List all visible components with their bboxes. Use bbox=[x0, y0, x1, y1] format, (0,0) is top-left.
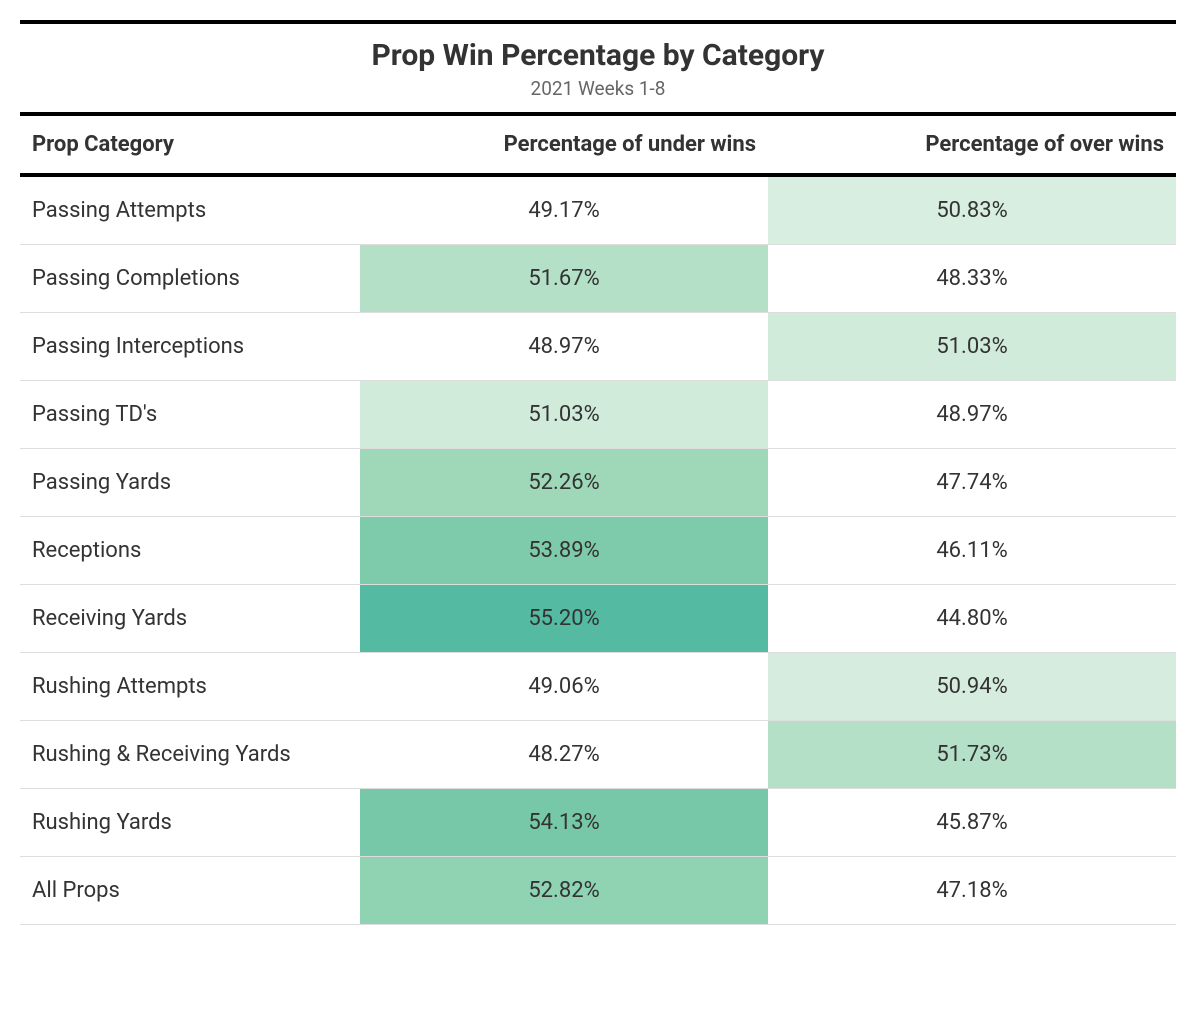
cell-category: Rushing Attempts bbox=[20, 653, 360, 720]
table-row: Passing Completions51.67%48.33% bbox=[20, 245, 1176, 313]
cell-category: Passing Interceptions bbox=[20, 313, 360, 380]
cell-over: 47.74% bbox=[768, 449, 1176, 516]
cell-under: 54.13% bbox=[360, 789, 768, 856]
table-row: Rushing & Receiving Yards48.27%51.73% bbox=[20, 721, 1176, 789]
cell-category: Rushing Yards bbox=[20, 789, 360, 856]
table-subtitle: 2021 Weeks 1-8 bbox=[20, 77, 1176, 100]
cell-category: Passing Attempts bbox=[20, 177, 360, 244]
table-row: Receiving Yards55.20%44.80% bbox=[20, 585, 1176, 653]
cell-category: Passing Completions bbox=[20, 245, 360, 312]
cell-category: Passing Yards bbox=[20, 449, 360, 516]
table-row: Rushing Attempts49.06%50.94% bbox=[20, 653, 1176, 721]
cell-over: 51.03% bbox=[768, 313, 1176, 380]
table-container: Prop Win Percentage by Category 2021 Wee… bbox=[20, 20, 1176, 925]
cell-under: 48.27% bbox=[360, 721, 768, 788]
cell-over: 47.18% bbox=[768, 857, 1176, 924]
header-under: Percentage of under wins bbox=[360, 132, 768, 157]
title-section: Prop Win Percentage by Category 2021 Wee… bbox=[20, 24, 1176, 112]
cell-over: 50.83% bbox=[768, 177, 1176, 244]
cell-over: 45.87% bbox=[768, 789, 1176, 856]
table-row: Passing TD's51.03%48.97% bbox=[20, 381, 1176, 449]
cell-category: Receptions bbox=[20, 517, 360, 584]
cell-category: Receiving Yards bbox=[20, 585, 360, 652]
table-row: Receptions53.89%46.11% bbox=[20, 517, 1176, 585]
cell-category: Rushing & Receiving Yards bbox=[20, 721, 360, 788]
table-row: Passing Yards52.26%47.74% bbox=[20, 449, 1176, 517]
cell-under: 52.82% bbox=[360, 857, 768, 924]
table-row: Passing Attempts49.17%50.83% bbox=[20, 177, 1176, 245]
cell-over: 48.97% bbox=[768, 381, 1176, 448]
cell-over: 44.80% bbox=[768, 585, 1176, 652]
cell-under: 55.20% bbox=[360, 585, 768, 652]
cell-category: Passing TD's bbox=[20, 381, 360, 448]
cell-over: 48.33% bbox=[768, 245, 1176, 312]
cell-over: 46.11% bbox=[768, 517, 1176, 584]
table-row: Passing Interceptions48.97%51.03% bbox=[20, 313, 1176, 381]
cell-under: 49.17% bbox=[360, 177, 768, 244]
cell-under: 48.97% bbox=[360, 313, 768, 380]
cell-under: 49.06% bbox=[360, 653, 768, 720]
table-row: Rushing Yards54.13%45.87% bbox=[20, 789, 1176, 857]
header-over: Percentage of over wins bbox=[768, 132, 1176, 157]
header-row: Prop Category Percentage of under wins P… bbox=[20, 116, 1176, 173]
cell-under: 51.67% bbox=[360, 245, 768, 312]
header-category: Prop Category bbox=[20, 132, 360, 157]
table-body: Passing Attempts49.17%50.83%Passing Comp… bbox=[20, 177, 1176, 925]
cell-over: 50.94% bbox=[768, 653, 1176, 720]
cell-category: All Props bbox=[20, 857, 360, 924]
cell-under: 51.03% bbox=[360, 381, 768, 448]
cell-over: 51.73% bbox=[768, 721, 1176, 788]
table-row: All Props52.82%47.18% bbox=[20, 857, 1176, 925]
table-title: Prop Win Percentage by Category bbox=[20, 38, 1176, 73]
cell-under: 53.89% bbox=[360, 517, 768, 584]
cell-under: 52.26% bbox=[360, 449, 768, 516]
